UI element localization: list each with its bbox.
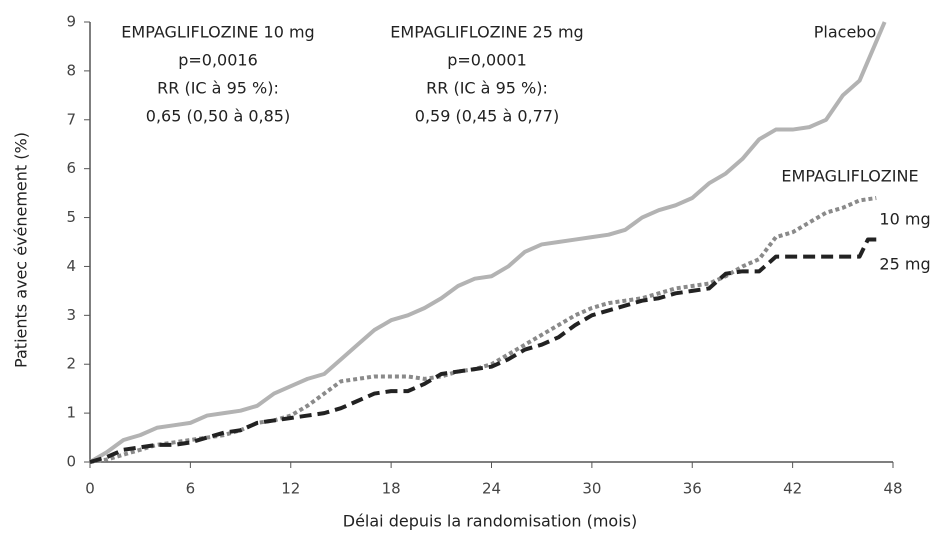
x-tick-label: 18 [382, 480, 401, 498]
y-tick-label: 8 [66, 61, 76, 79]
y-tick-label: 3 [66, 306, 76, 324]
series-line [89, 237, 877, 464]
annotation: EMPAGLIFLOZINE 10 mg [121, 23, 314, 42]
y-tick-label: 6 [66, 159, 76, 177]
y-tick-label: 5 [66, 208, 76, 226]
annotation: RR (IC à 95 %): [426, 79, 548, 98]
annotation: RR (IC à 95 %): [157, 79, 279, 98]
x-tick-label: 42 [783, 480, 802, 498]
series-label: Placebo [814, 23, 876, 42]
annotation: EMPAGLIFLOZINE 25 mg [390, 23, 583, 42]
y-tick-label: 9 [66, 13, 76, 31]
x-tick-label: 0 [85, 480, 95, 498]
x-tick-label: 30 [582, 480, 601, 498]
group-label: EMPAGLIFLOZINE [781, 167, 918, 186]
annotation: 0,65 (0,50 à 0,85) [146, 107, 290, 126]
y-tick-label: 7 [66, 110, 76, 128]
y-tick-label: 1 [66, 404, 76, 422]
x-axis-label: Délai depuis la randomisation (mois) [343, 512, 637, 531]
x-tick-label: 12 [281, 480, 300, 498]
x-tick-label: 36 [683, 480, 702, 498]
annotation: p=0,0016 [178, 51, 258, 70]
annotation: 0,59 (0,45 à 0,77) [415, 107, 559, 126]
annotation: p=0,0001 [447, 51, 527, 70]
series-label: 10 mg [879, 210, 930, 229]
x-tick-label: 6 [186, 480, 196, 498]
y-axis-label: Patients avec événement (%) [12, 132, 31, 368]
series-line [88, 21, 887, 464]
series-label: 25 mg [879, 255, 930, 274]
x-tick-label: 48 [883, 480, 902, 498]
x-tick-label: 24 [482, 480, 501, 498]
y-tick-label: 2 [66, 355, 76, 373]
series-line [89, 196, 877, 464]
y-tick-label: 4 [66, 257, 76, 275]
y-tick-label: 0 [66, 453, 76, 471]
